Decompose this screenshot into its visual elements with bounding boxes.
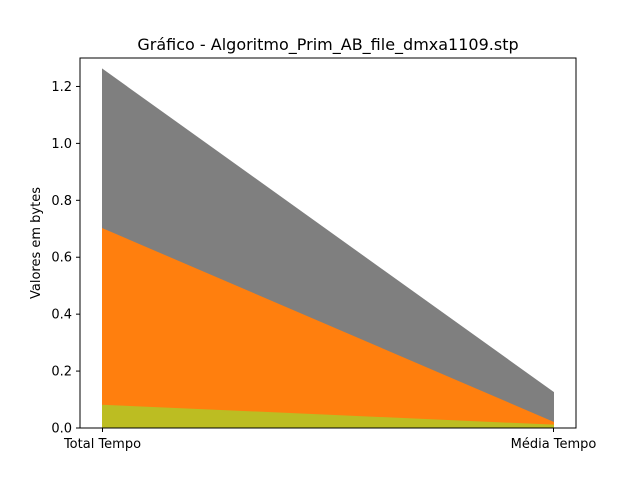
y-tick-label: 1.0	[51, 137, 72, 152]
chart-title: Gráfico - Algoritmo_Prim_AB_file_dmxa110…	[137, 35, 518, 55]
x-tick-label: Média Tempo	[511, 437, 597, 452]
y-tick-label: 0.0	[51, 422, 72, 437]
series-layer	[102, 68, 554, 429]
y-tick-label: 0.8	[51, 194, 72, 209]
y-tick-label: 0.2	[51, 365, 72, 380]
y-tick-label: 0.4	[51, 308, 72, 323]
y-tick-label: 1.2	[51, 80, 72, 95]
x-tick-label: Total Tempo	[63, 437, 141, 452]
ticks-layer: 0.0 0.2 0.4 0.6 0.8 1.0 1.2 Total Tempo Média Te…	[51, 80, 596, 452]
plot-frame	[79, 57, 577, 429]
y-tick-label: 0.6	[51, 251, 72, 266]
y-axis-label: Valores em bytes	[29, 187, 44, 299]
